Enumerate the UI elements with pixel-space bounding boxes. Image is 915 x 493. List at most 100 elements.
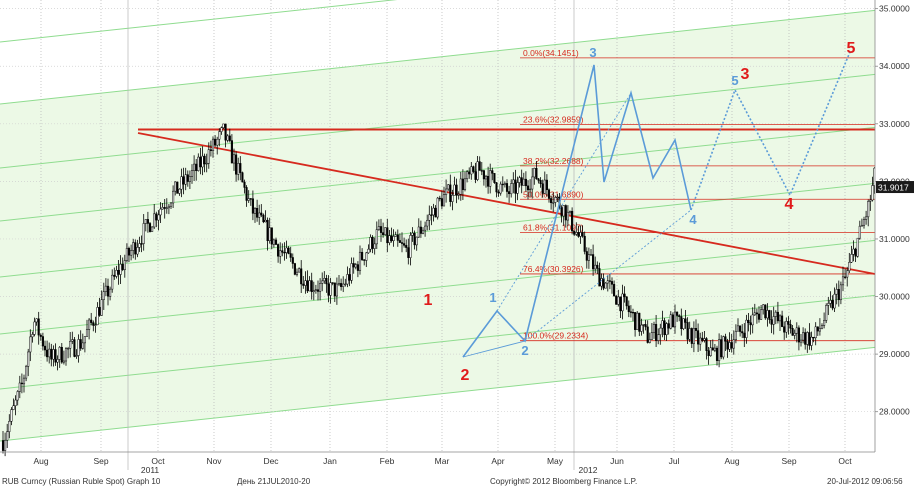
candle-body (184, 174, 187, 185)
candle-body (251, 198, 254, 214)
candle-body (589, 254, 593, 256)
x-tick-label-dec-4: Dec (263, 456, 279, 466)
candle-body (119, 263, 122, 275)
candle-body (526, 185, 530, 191)
candle-body (140, 243, 143, 245)
candle-body (369, 236, 372, 250)
candle-body (424, 225, 427, 231)
candle-body (623, 293, 626, 298)
candle-body (348, 274, 351, 281)
candle-body (361, 251, 364, 260)
channel-line-5 (0, 73, 876, 169)
candle-body (659, 327, 662, 336)
candle-body (497, 191, 500, 194)
candle-body (403, 243, 406, 246)
candle-body (466, 171, 469, 180)
candle-body (1, 440, 5, 451)
x-tick-label-mar-7: Mar (435, 456, 450, 466)
candle-body (83, 336, 86, 344)
candle-body (43, 345, 47, 351)
candle-body (442, 194, 446, 207)
candle-body (596, 264, 599, 269)
candle-body (745, 319, 748, 338)
candle-body (741, 331, 744, 334)
candle-body (201, 155, 204, 168)
candle-body (749, 322, 752, 326)
candle-body (398, 240, 401, 243)
candle-body (841, 276, 845, 286)
footer-bar: RUB Curncy (Russian Ruble Spot) Graph 10… (0, 475, 915, 488)
candle-body (703, 338, 706, 341)
fib-label-1: 23.6%(32.9859) (523, 115, 584, 125)
wave-label-red-5: 5 (847, 40, 856, 57)
candle-body (295, 271, 299, 275)
candle-body (260, 212, 263, 216)
footer-title: RUB Curncy (Russian Ruble Spot) Graph 10 (2, 477, 161, 486)
x-tick-label-apr-8: Apr (491, 456, 504, 466)
candle-body (115, 269, 118, 277)
candle-body (298, 268, 301, 273)
candle-body (344, 283, 347, 286)
candle-body (266, 219, 269, 241)
candle-body (165, 207, 168, 209)
candle-body (48, 348, 51, 358)
candle-body (60, 346, 63, 363)
candle-body (598, 268, 601, 287)
candle-body (577, 232, 580, 237)
candle-body (169, 202, 173, 207)
candle-body (783, 326, 786, 333)
candle-body (524, 178, 527, 187)
candle-body (262, 214, 265, 223)
candle-body (426, 220, 429, 227)
y-tick-label-1: 29.0000 (879, 349, 910, 359)
candle-body (713, 347, 716, 351)
candle-body (22, 377, 26, 385)
candle-body (627, 305, 630, 313)
candle-body (270, 227, 273, 245)
candle-body (850, 254, 853, 263)
last-price-label: 31.9017 (878, 183, 909, 193)
fib-label-6: 100.0%(29.2334) (523, 331, 588, 341)
candle-body (757, 313, 761, 320)
candle-body (579, 232, 582, 237)
candle-body (310, 280, 313, 293)
candle-body (39, 334, 42, 337)
candle-body (222, 123, 225, 128)
candle-body (554, 197, 557, 203)
candle-body (459, 178, 462, 195)
candle-body (690, 328, 693, 344)
candle-body (795, 327, 798, 334)
candle-body (648, 339, 651, 343)
candle-body (12, 405, 15, 410)
candle-body (31, 334, 34, 338)
candle-body (333, 282, 336, 297)
candle-body (634, 312, 637, 330)
candle-body (306, 280, 309, 292)
channel-line-4 (0, 126, 876, 222)
candle-body (865, 216, 868, 220)
candle-body (755, 312, 758, 315)
candle-body (650, 332, 653, 340)
candle-body (203, 155, 206, 165)
x-tick-label-aug-12: Aug (724, 456, 739, 466)
candle-body (125, 248, 128, 261)
candle-body (867, 201, 870, 218)
candle-body (728, 342, 731, 350)
candle-body (751, 314, 754, 326)
candle-body (256, 208, 259, 218)
candle-body (552, 202, 555, 204)
candle-body (804, 332, 807, 345)
candle-body (787, 321, 790, 325)
candle-body (245, 187, 248, 201)
candle-body (249, 198, 252, 200)
candle-body (493, 173, 496, 183)
candle-body (848, 261, 851, 271)
candle-body (132, 242, 135, 251)
candle-body (644, 324, 647, 328)
candle-body (499, 183, 502, 194)
candle-body (46, 349, 49, 358)
last-price-box (876, 181, 914, 194)
candle-body (600, 278, 603, 287)
candle-body (747, 319, 750, 323)
